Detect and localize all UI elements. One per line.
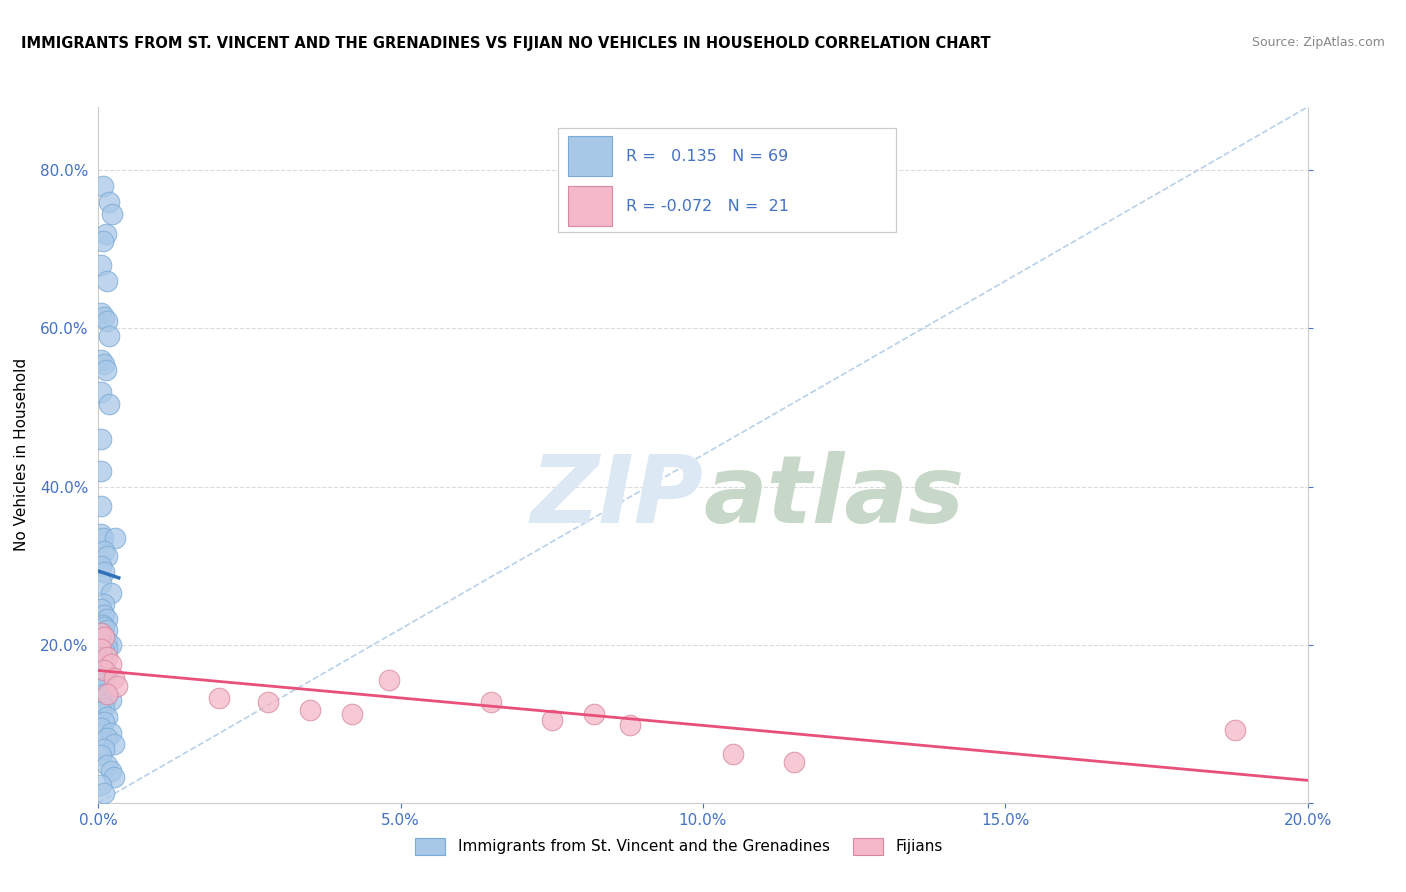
Point	[96, 362, 118, 376]
Point	[90, 625, 112, 640]
Text: IMMIGRANTS FROM ST. VINCENT AND THE GRENADINES VS FIJIAN NO VEHICLES IN HOUSEHOL: IMMIGRANTS FROM ST. VINCENT AND THE GREN…	[21, 36, 991, 51]
Point	[89, 677, 111, 691]
Point	[105, 679, 128, 693]
Point	[90, 625, 112, 640]
Point	[91, 618, 114, 632]
Point	[90, 353, 112, 368]
Point	[90, 527, 112, 541]
Point	[90, 778, 112, 793]
Point	[98, 329, 121, 343]
Point	[540, 713, 562, 727]
Point	[93, 701, 115, 715]
Point	[90, 697, 112, 711]
Point	[93, 357, 115, 371]
Point	[91, 531, 114, 545]
Point	[100, 638, 122, 652]
Point	[90, 432, 112, 446]
Point	[98, 396, 121, 410]
Point	[619, 718, 641, 732]
Point	[90, 500, 112, 514]
Point	[90, 721, 112, 735]
Point	[377, 673, 399, 688]
Point	[90, 258, 112, 272]
Point	[103, 771, 125, 785]
Point	[723, 747, 745, 761]
Point	[100, 726, 122, 740]
Point	[90, 705, 112, 719]
Point	[93, 669, 115, 683]
Point	[96, 665, 118, 680]
Point	[93, 715, 115, 730]
Text: ZIP: ZIP	[530, 450, 703, 542]
Point	[96, 731, 118, 745]
Point	[1223, 723, 1246, 737]
Point	[96, 689, 118, 703]
Point	[93, 663, 115, 677]
Point	[342, 707, 364, 722]
Point	[96, 649, 118, 664]
Legend: Immigrants from St. Vincent and the Grenadines, Fijians: Immigrants from St. Vincent and the Gren…	[409, 831, 949, 862]
Point	[96, 633, 118, 648]
Point	[100, 657, 122, 672]
Point	[96, 274, 118, 288]
Y-axis label: No Vehicles in Household: No Vehicles in Household	[14, 359, 30, 551]
Point	[100, 693, 122, 707]
Point	[90, 748, 112, 763]
Point	[90, 647, 112, 661]
Point	[90, 464, 112, 478]
Point	[90, 681, 112, 695]
Point	[96, 612, 118, 626]
Point	[90, 673, 112, 688]
Point	[91, 235, 114, 249]
Point	[481, 695, 503, 709]
Point	[96, 687, 118, 701]
Point	[90, 384, 112, 399]
Point	[100, 764, 122, 779]
Point	[96, 313, 118, 327]
Point	[90, 653, 112, 667]
Point	[93, 544, 115, 558]
Point	[90, 576, 112, 591]
Point	[583, 707, 606, 722]
Point	[103, 737, 125, 751]
Point	[96, 624, 118, 638]
Point	[93, 310, 115, 324]
Point	[96, 549, 118, 563]
Point	[96, 640, 118, 655]
Point	[93, 687, 115, 701]
Point	[208, 691, 231, 706]
Point	[89, 650, 111, 665]
Point	[93, 630, 115, 644]
Text: atlas: atlas	[703, 450, 965, 542]
Point	[100, 207, 122, 221]
Point	[93, 786, 115, 800]
Point	[91, 179, 114, 194]
Point	[93, 657, 115, 672]
Point	[783, 755, 806, 769]
Point	[256, 695, 278, 709]
Point	[299, 702, 322, 716]
Point	[93, 607, 115, 622]
Point	[96, 757, 118, 772]
Point	[93, 565, 115, 579]
Point	[96, 710, 118, 724]
Point	[90, 641, 112, 656]
Point	[93, 742, 115, 756]
Point	[93, 620, 115, 634]
Text: Source: ZipAtlas.com: Source: ZipAtlas.com	[1251, 36, 1385, 49]
Point	[93, 597, 115, 611]
Point	[90, 602, 112, 616]
Point	[94, 227, 117, 241]
Point	[93, 644, 115, 658]
Point	[90, 558, 112, 573]
Point	[90, 661, 112, 675]
Point	[104, 531, 127, 545]
Point	[90, 305, 112, 319]
Point	[98, 194, 121, 209]
Point	[100, 586, 122, 600]
Point	[93, 630, 115, 644]
Point	[103, 671, 125, 685]
